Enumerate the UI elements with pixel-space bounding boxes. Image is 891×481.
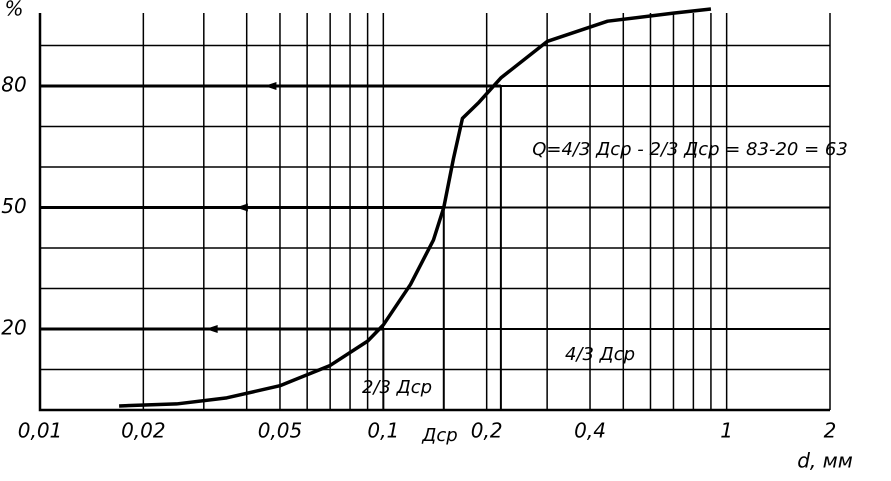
y-axis-label: % (4, 0, 23, 21)
curve (119, 7, 712, 408)
x-axis-label: d, мм (797, 449, 853, 473)
x-tick-label: 0,05 (258, 419, 303, 443)
guide-arrow (264, 82, 277, 90)
axis (38, 13, 830, 412)
x-tick-label: 0,2 (471, 419, 503, 443)
y-tick-label: 80 (1, 73, 26, 97)
y-tick-label: 20 (1, 316, 26, 340)
x-tick-label: 0,02 (121, 419, 166, 443)
x-tick-label: 1 (720, 419, 733, 443)
guide-arrow (235, 203, 248, 212)
x-tick-label: 0,4 (574, 419, 606, 443)
x-tick-label: 0,1 (367, 419, 399, 443)
annotation: 4/3 Дср (565, 344, 635, 365)
x-tick-label: 2 (824, 419, 837, 443)
annotation: Q=4/3 Дср - 2/3 Дср = 83-20 = 63 (532, 139, 848, 160)
annotation: 2/3 Дср (362, 377, 432, 398)
guide-arrow (205, 325, 218, 333)
x-tick-label: 0,01 (18, 419, 63, 443)
y-tick-label: 50 (1, 194, 26, 218)
annotation: Дср (421, 425, 457, 446)
